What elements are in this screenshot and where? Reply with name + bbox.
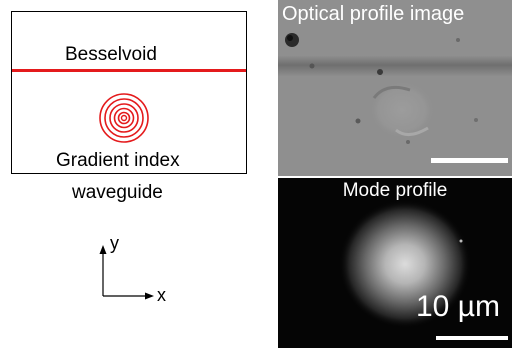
mode-profile-glow [278,178,512,348]
mode-scale-bar [436,336,508,340]
waveguide-label: waveguide [72,182,163,203]
y-axis-label: y [110,233,119,253]
mode-profile-image: Mode profile 10 µm [278,178,512,348]
waveguide-schematic: Besselvoid Gradient index [11,11,247,174]
optical-profile-title: Optical profile image [282,3,465,25]
gradient-index-label: Gradient index [56,150,180,171]
besselvoid-label: Besselvoid [65,44,157,65]
optical-scale-bar [431,158,508,163]
scale-label: 10 µm [416,290,500,323]
optical-profile-texture [278,0,512,176]
besselvoid-line [12,69,246,72]
x-axis-label: x [157,285,166,305]
optical-profile-image: Optical profile image [278,0,512,176]
concentric-rings-icon [99,93,149,143]
axes-icon [99,245,154,300]
mode-profile-title: Mode profile [342,180,448,201]
